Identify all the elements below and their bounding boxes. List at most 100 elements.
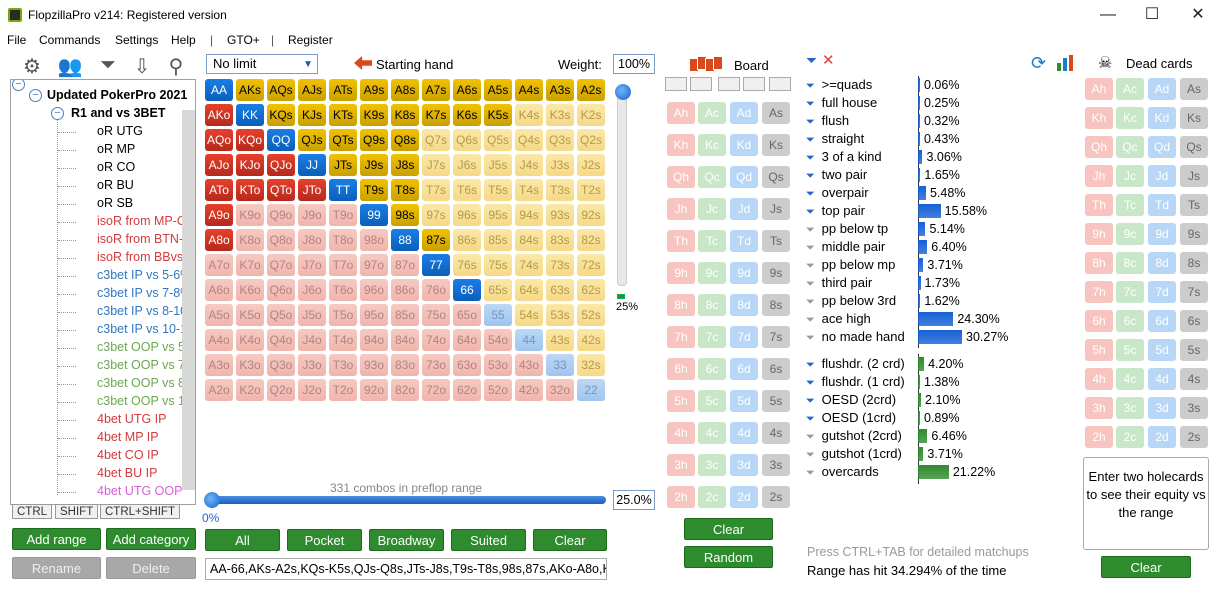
hand-cell[interactable]: 63o	[453, 354, 481, 376]
board-card[interactable]: Js	[762, 198, 790, 220]
hand-cell[interactable]: Q3s	[546, 129, 574, 151]
hand-cell[interactable]: Q5s	[484, 129, 512, 151]
dead-card[interactable]: 3s	[1180, 397, 1208, 419]
hand-cell[interactable]: 96s	[453, 204, 481, 226]
hand-cell[interactable]: A4o	[205, 329, 233, 351]
board-card[interactable]: Jc	[698, 198, 726, 220]
tree-item[interactable]: isoR from BBvsSB	[97, 250, 196, 264]
hand-cell[interactable]: 84s	[515, 229, 543, 251]
board-card[interactable]: Jh	[667, 198, 695, 220]
tree-item[interactable]: oR SB	[97, 196, 134, 210]
board-card[interactable]: Jd	[730, 198, 758, 220]
hand-cell[interactable]: 63s	[546, 279, 574, 301]
rename-button[interactable]: Rename	[12, 557, 101, 579]
stat-row[interactable]: ⏷ straight	[806, 130, 864, 148]
hand-cell[interactable]: 92o	[360, 379, 388, 401]
tree-item[interactable]: c3bet OOP vs 8-10%	[97, 376, 195, 390]
users-icon[interactable]: 👥	[57, 56, 83, 78]
dead-card[interactable]: 2d	[1148, 426, 1176, 448]
stat-row[interactable]: ⏷ two pair	[806, 166, 867, 184]
dead-card[interactable]: 3h	[1085, 397, 1113, 419]
board-slot[interactable]	[665, 77, 687, 91]
hand-cell[interactable]: J3s	[546, 154, 574, 176]
hand-cell[interactable]: T5o	[329, 304, 357, 326]
hand-cell[interactable]: 76s	[453, 254, 481, 276]
hand-cell[interactable]: Q3o	[267, 354, 295, 376]
hand-cell[interactable]: T5s	[484, 179, 512, 201]
hand-cell[interactable]: Q8s	[391, 129, 419, 151]
dead-card[interactable]: 7c	[1116, 281, 1144, 303]
all-button[interactable]: All	[205, 529, 280, 551]
board-card[interactable]: Ad	[730, 102, 758, 124]
hand-cell[interactable]: 95s	[484, 204, 512, 226]
hand-cell[interactable]: K4o	[236, 329, 264, 351]
range-vslider[interactable]	[617, 86, 627, 286]
hand-cell[interactable]: Q6s	[453, 129, 481, 151]
tree-item[interactable]: 4bet MP IP	[97, 430, 159, 444]
dead-card[interactable]: Kh	[1085, 107, 1113, 129]
board-card[interactable]: 4d	[730, 422, 758, 444]
hand-cell[interactable]: A3o	[205, 354, 233, 376]
board-card[interactable]: As	[762, 102, 790, 124]
hand-cell[interactable]: Q7s	[422, 129, 450, 151]
dead-card[interactable]: 5h	[1085, 339, 1113, 361]
board-card[interactable]: Ts	[762, 230, 790, 252]
hand-cell[interactable]: T8s	[391, 179, 419, 201]
hand-cell[interactable]: J5s	[484, 154, 512, 176]
dead-card[interactable]: Ah	[1085, 78, 1113, 100]
dead-card[interactable]: 4c	[1116, 368, 1144, 390]
hand-cell[interactable]: 74o	[422, 329, 450, 351]
dead-card[interactable]: 6c	[1116, 310, 1144, 332]
collapse-icon[interactable]: −	[12, 80, 25, 91]
hand-cell[interactable]: K3s	[546, 104, 574, 126]
board-card[interactable]: 9d	[730, 262, 758, 284]
hand-cell[interactable]: 42o	[515, 379, 543, 401]
board-card[interactable]: Qh	[667, 166, 695, 188]
hand-cell[interactable]: 65s	[484, 279, 512, 301]
hand-cell[interactable]: AKo	[205, 104, 233, 126]
hand-cell[interactable]: TT	[329, 179, 357, 201]
hand-cell[interactable]: A4s	[515, 79, 543, 101]
dead-card[interactable]: 6s	[1180, 310, 1208, 332]
stat-row[interactable]: ⏷ flushdr. (1 crd)	[806, 373, 905, 391]
hand-cell[interactable]: T7o	[329, 254, 357, 276]
hand-cell[interactable]: Q9o	[267, 204, 295, 226]
dead-card[interactable]: 8d	[1148, 252, 1176, 274]
dead-card[interactable]: 5d	[1148, 339, 1176, 361]
hand-cell[interactable]: Q4s	[515, 129, 543, 151]
board-card[interactable]: 7d	[730, 326, 758, 348]
board-card[interactable]: Th	[667, 230, 695, 252]
board-card[interactable]: 8c	[698, 294, 726, 316]
filter-icon[interactable]: ⏷	[806, 467, 815, 479]
hand-cell[interactable]: 82o	[391, 379, 419, 401]
board-card[interactable]: Td	[730, 230, 758, 252]
menu-commands[interactable]: Commands	[39, 33, 101, 47]
hand-cell[interactable]: KTs	[329, 104, 357, 126]
hand-cell[interactable]: 32s	[577, 354, 605, 376]
stat-row[interactable]: ⏷ OESD (1crd)	[806, 409, 896, 427]
board-card[interactable]: 3h	[667, 454, 695, 476]
menu-register[interactable]: Register	[288, 33, 333, 47]
board-card[interactable]: Qs	[762, 166, 790, 188]
hand-cell[interactable]: J3o	[298, 354, 326, 376]
hand-cell[interactable]: 32o	[546, 379, 574, 401]
filter-icon[interactable]: ⏷	[806, 377, 815, 389]
dead-card[interactable]: 7h	[1085, 281, 1113, 303]
board-card[interactable]: Kd	[730, 134, 758, 156]
pocket-button[interactable]: Pocket	[287, 529, 362, 551]
tree-item[interactable]: c3bet OOP vs 12%	[97, 394, 196, 408]
filter-icon[interactable]: ⏷	[806, 224, 815, 236]
tree-item[interactable]: 4bet UTG OOP	[97, 484, 183, 498]
hand-cell[interactable]: T4o	[329, 329, 357, 351]
hand-cell[interactable]: J9o	[298, 204, 326, 226]
board-card[interactable]: 3s	[762, 454, 790, 476]
hand-cell[interactable]: T8o	[329, 229, 357, 251]
hand-cell[interactable]: JJ	[298, 154, 326, 176]
stat-row[interactable]: ⏷ flush	[806, 112, 849, 130]
dead-card[interactable]: Qc	[1116, 136, 1144, 158]
dead-card[interactable]: 8s	[1180, 252, 1208, 274]
filter-icon[interactable]: ⏷	[806, 98, 815, 110]
dead-card[interactable]: Kc	[1116, 107, 1144, 129]
board-slot[interactable]	[718, 77, 740, 91]
hand-cell[interactable]: K9s	[360, 104, 388, 126]
